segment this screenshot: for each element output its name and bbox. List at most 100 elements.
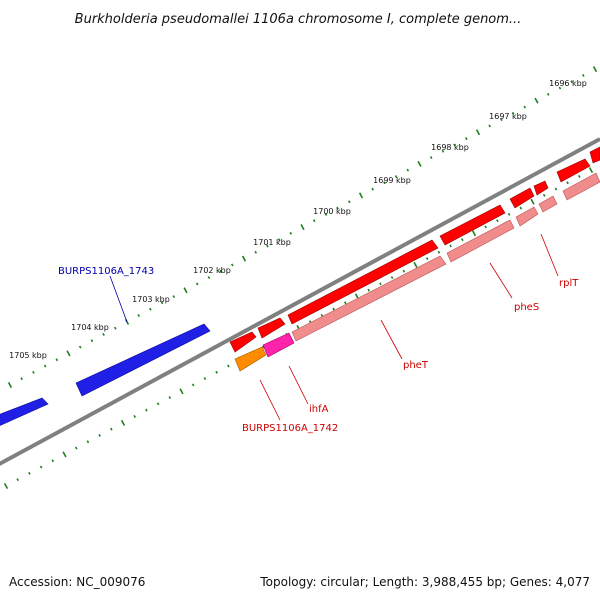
- minor-tick: [262, 345, 265, 349]
- minor-tick: [460, 238, 464, 242]
- minor-tick: [390, 276, 394, 279]
- minor-tick: [312, 219, 316, 223]
- scale-label-1705: 1705 kbp: [9, 351, 47, 360]
- minor-tick: [429, 156, 433, 159]
- minor-tick: [74, 446, 78, 450]
- minor-tick: [367, 288, 370, 292]
- minor-tick: [102, 333, 105, 336]
- gene-burps1106a-1742[interactable]: [234, 346, 267, 372]
- minor-tick: [254, 250, 257, 254]
- minor-tick: [394, 175, 398, 178]
- minor-tick: [145, 408, 148, 412]
- minor-tick: [379, 282, 382, 286]
- minor-tick: [578, 175, 581, 178]
- major-tick: [475, 129, 481, 136]
- backbone-line: [0, 137, 600, 466]
- gene-red-small-4[interactable]: [556, 158, 591, 183]
- minor-tick: [266, 244, 269, 248]
- minor-tick: [110, 427, 113, 431]
- gene-phet-shade[interactable]: [291, 255, 447, 342]
- gene-red-small-3[interactable]: [509, 187, 535, 209]
- minor-tick: [464, 137, 468, 141]
- minor-tick: [172, 295, 176, 298]
- major-tick: [120, 419, 126, 426]
- gene-shade-small-2[interactable]: [538, 195, 558, 213]
- leader-ihfa: [288, 365, 309, 405]
- gene-ihfa[interactable]: [262, 332, 295, 358]
- label-ihfa[interactable]: ihfA: [309, 404, 329, 415]
- scale-label-1696: 1696 kbp: [549, 79, 587, 88]
- gene-shade-small-3[interactable]: [562, 172, 600, 201]
- minor-tick: [114, 326, 117, 330]
- minor-tick: [43, 364, 47, 368]
- minor-tick: [496, 219, 499, 223]
- minor-tick: [160, 301, 164, 305]
- minor-tick: [86, 440, 90, 444]
- minor-tick: [488, 124, 491, 128]
- leader-phet: [380, 319, 403, 360]
- minor-tick: [231, 263, 234, 267]
- major-tick: [530, 198, 535, 205]
- gene-phes-red[interactable]: [439, 204, 506, 246]
- minor-tick: [542, 193, 546, 197]
- minor-tick: [332, 307, 335, 311]
- minor-tick: [453, 143, 456, 147]
- minor-tick: [566, 181, 569, 185]
- gene-rplt-red[interactable]: [533, 180, 549, 196]
- label-phet[interactable]: pheT: [403, 360, 429, 371]
- gene-shade-small-1[interactable]: [515, 206, 539, 227]
- minor-tick: [191, 383, 195, 387]
- minor-tick: [149, 307, 152, 311]
- minor-tick: [215, 370, 218, 374]
- gene-phet-red[interactable]: [287, 239, 439, 325]
- minor-tick: [507, 212, 511, 216]
- major-tick: [66, 350, 71, 357]
- major-tick: [3, 483, 9, 489]
- minor-tick: [219, 269, 222, 273]
- gene-red-small-2[interactable]: [257, 317, 286, 339]
- label-phes[interactable]: pheS: [514, 302, 539, 313]
- gene-reverse-left[interactable]: [0, 397, 49, 430]
- minor-tick: [16, 478, 19, 482]
- scale-label-1702: 1702 kbp: [193, 266, 231, 275]
- scale-label-1700: 1700 kbp: [313, 207, 351, 216]
- label-burps1106a-1742[interactable]: BURPS1106A_1742: [242, 423, 338, 434]
- gene-phes-shade[interactable]: [446, 219, 515, 263]
- minor-tick: [227, 364, 230, 368]
- minor-tick: [324, 213, 328, 216]
- scale-label-1697: 1697 kbp: [489, 112, 527, 121]
- minor-tick: [519, 206, 523, 210]
- minor-tick: [289, 231, 293, 235]
- minor-tick: [406, 168, 410, 172]
- major-tick: [300, 224, 305, 231]
- map-title: Burkholderia pseudomallei 1106a chromoso…: [75, 12, 522, 27]
- minor-tick: [554, 187, 558, 191]
- minor-tick: [28, 471, 31, 475]
- minor-tick: [449, 244, 452, 248]
- minor-tick: [195, 282, 199, 286]
- minor-tick: [484, 225, 487, 229]
- minor-tick: [500, 118, 503, 122]
- minor-tick: [98, 434, 101, 437]
- minor-tick: [344, 301, 347, 305]
- gene-red-edge[interactable]: [589, 146, 600, 164]
- minor-tick: [20, 377, 23, 381]
- minor-tick: [558, 86, 562, 90]
- scale-label-1703: 1703 kbp: [132, 295, 170, 304]
- minor-tick: [523, 105, 527, 109]
- gene-burps1106a-1743[interactable]: [75, 323, 211, 397]
- label-rplt[interactable]: rplT: [559, 278, 579, 289]
- minor-tick: [277, 238, 281, 242]
- scale-labels: 1696 kbp 1697 kbp 1698 kbp 1699 kbp 1700 kbp…: [9, 79, 587, 360]
- minor-tick: [511, 111, 515, 115]
- minor-tick: [437, 250, 441, 254]
- major-tick: [62, 451, 67, 458]
- minor-tick: [441, 149, 445, 153]
- accession-text: Accession: NC_009076: [9, 575, 145, 589]
- label-leaders: [109, 233, 559, 421]
- major-tick: [358, 192, 364, 199]
- label-burps1106a-1743[interactable]: BURPS1106A_1743: [58, 266, 154, 277]
- gene-red-small-1[interactable]: [229, 331, 257, 353]
- minor-tick: [32, 370, 35, 374]
- major-tick: [413, 261, 418, 268]
